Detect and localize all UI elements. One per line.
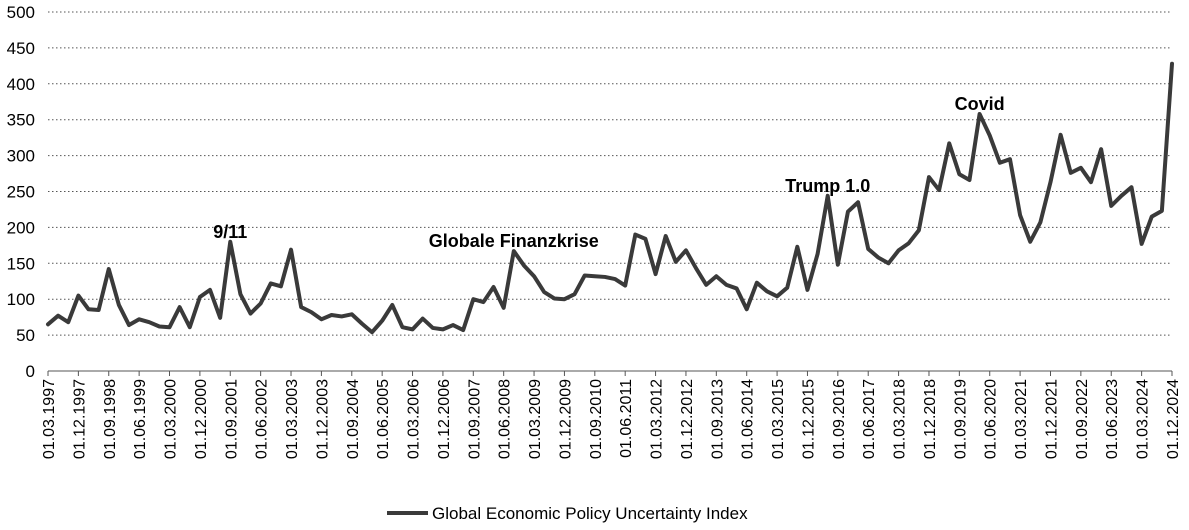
x-tick-label: 01.03.2006 <box>406 379 423 459</box>
x-tick-label: 01.09.2004 <box>345 379 362 459</box>
x-tick-label: 01.09.2013 <box>709 379 726 459</box>
x-tick-label: 01.03.2012 <box>649 379 666 459</box>
x-tick-label: 01.06.2017 <box>861 379 878 459</box>
grid <box>48 11 1172 336</box>
x-tick-label: 01.03.2018 <box>892 379 909 459</box>
x-tick-label: 01.12.2012 <box>679 379 696 459</box>
legend: Global Economic Policy Uncertainty Index <box>387 504 748 523</box>
x-tick-label: 01.06.2002 <box>254 379 271 459</box>
x-tick-label: 01.03.2015 <box>770 379 787 459</box>
y-tick-label: 500 <box>7 3 35 22</box>
y-tick-label: 0 <box>26 362 35 381</box>
x-tick-label: 01.03.2003 <box>284 379 301 459</box>
x-tick-label: 01.12.1997 <box>71 379 88 459</box>
y-tick-label: 100 <box>7 290 35 309</box>
y-tick-label: 250 <box>7 183 35 202</box>
legend-label: Global Economic Policy Uncertainty Index <box>432 504 748 523</box>
annotations: 9/11 Globale Finanzkrise Trump 1.0 Covid <box>213 94 1004 251</box>
x-tick-label: 01.06.2023 <box>1104 379 1121 459</box>
x-tick-label: 01.06.2005 <box>375 379 392 459</box>
x-tick-label: 01.09.1998 <box>102 379 119 459</box>
x-tick-label: 01.12.2006 <box>436 379 453 459</box>
x-tick-label: 01.12.2009 <box>557 379 574 459</box>
y-tick-label: 50 <box>16 326 35 345</box>
x-tick-label: 01.09.2022 <box>1074 379 1091 459</box>
x-tick-label: 01.09.2016 <box>831 379 848 459</box>
annotation-label: Globale Finanzkrise <box>429 231 599 251</box>
y-tick-label: 150 <box>7 254 35 273</box>
annotation-label: 9/11 <box>213 222 247 242</box>
annotation-label: Trump 1.0 <box>785 176 870 196</box>
x-tick-label: 01.06.2020 <box>983 379 1000 459</box>
y-tick-label: 350 <box>7 111 35 130</box>
x-tick-label: 01.12.2015 <box>800 379 817 459</box>
y-axis: 0 50 100 150 200 250 300 350 400 450 500 <box>7 3 35 381</box>
x-tick-label: 01.12.2000 <box>193 379 210 459</box>
x-tick-label: 01.06.2008 <box>497 379 514 459</box>
x-tick-label: 01.03.1997 <box>41 379 58 459</box>
x-tick-label: 01.12.2018 <box>922 379 939 459</box>
x-tick-label: 01.09.2007 <box>466 379 483 459</box>
x-tick-label: 01.03.2000 <box>163 379 180 459</box>
y-tick-label: 450 <box>7 39 35 58</box>
x-tick-label: 01.06.1999 <box>132 379 149 459</box>
x-tick-label: 01.03.2009 <box>527 379 544 459</box>
x-tick-label: 01.06.2014 <box>740 379 757 459</box>
series-line <box>46 61 1174 335</box>
y-tick-label: 200 <box>7 218 35 237</box>
x-tick-label: 01.09.2010 <box>588 379 605 459</box>
x-tick-label: 01.06.2011 <box>618 379 635 458</box>
annotation-label: Covid <box>955 94 1005 114</box>
x-tick-label: 01.12.2021 <box>1043 379 1060 459</box>
x-axis: 01.03.1997 01.12.1997 01.09.1998 01.06.1999… <box>41 371 1182 459</box>
x-tick-label: 01.12.2003 <box>314 379 331 459</box>
x-tick-label: 01.03.2021 <box>1013 379 1030 459</box>
x-tick-label: 01.12.2024 <box>1165 379 1182 459</box>
y-tick-label: 400 <box>7 75 35 94</box>
x-tick-label: 01.03.2024 <box>1135 379 1152 459</box>
y-tick-label: 300 <box>7 147 35 166</box>
x-tick-label: 01.09.2001 <box>223 379 240 459</box>
x-tick-label: 01.09.2019 <box>952 379 969 459</box>
